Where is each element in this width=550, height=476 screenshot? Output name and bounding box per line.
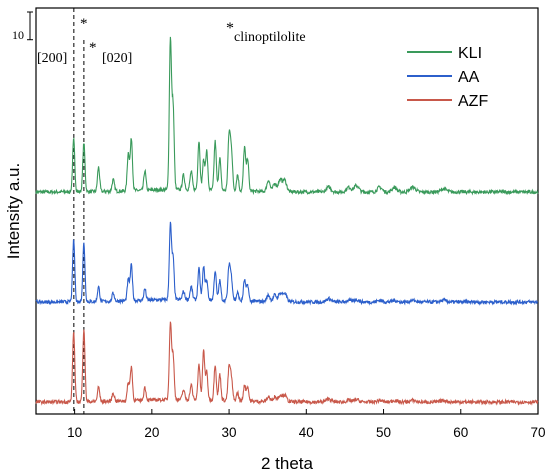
x-tick-label: 60	[453, 425, 468, 440]
x-tick-label: 50	[376, 425, 391, 440]
x-axis-label: 2 theta	[261, 454, 314, 473]
series-traces	[35, 36, 539, 406]
peak-marker-lower: *	[89, 40, 97, 56]
legend-label-azf: AZF	[458, 93, 488, 110]
annotation-text: clinoptilolite	[234, 30, 306, 45]
x-axis-ticks: 10 20 30 40 50 60 70	[67, 409, 546, 440]
legend: KLI AA AZF	[407, 45, 488, 110]
series-line-kli	[35, 36, 539, 196]
ref-label-020: [020]	[102, 51, 132, 66]
series-line-azf	[35, 321, 539, 406]
x-tick-label: 40	[299, 425, 314, 440]
plot-frame	[35, 7, 539, 415]
x-tick-label: 20	[144, 425, 159, 440]
x-tick-label: 10	[67, 425, 82, 440]
x-tick-label: 70	[530, 425, 545, 440]
y-axis-label: Intensity a.u.	[4, 163, 23, 259]
x-tick-label: 30	[222, 425, 237, 440]
annotation-marker: *	[226, 20, 234, 37]
ref-label-200: [200]	[37, 51, 67, 66]
legend-label-kli: KLI	[458, 45, 482, 62]
series-line-aa	[35, 221, 539, 306]
scale-bar-label: 10	[12, 28, 24, 42]
reference-lines	[73, 8, 85, 414]
legend-label-aa: AA	[458, 69, 480, 86]
peak-marker-top: *	[80, 16, 88, 32]
